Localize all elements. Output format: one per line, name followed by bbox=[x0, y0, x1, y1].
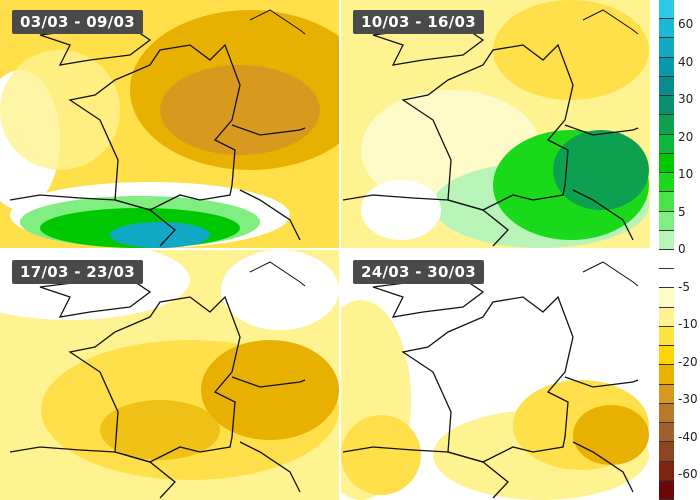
legend-color-segment bbox=[659, 57, 674, 77]
legend-color-segment bbox=[659, 250, 674, 270]
legend-color-segment bbox=[659, 96, 674, 116]
legend-tick-label: -5 bbox=[678, 279, 690, 294]
precipitation-anomaly-map bbox=[341, 250, 650, 500]
legend-color-segment bbox=[659, 442, 674, 462]
legend-color-segment bbox=[659, 230, 674, 250]
map-panel-week-2: 10/03 - 16/03 bbox=[341, 0, 650, 248]
map-panel-week-3: 17/03 - 23/03 bbox=[0, 250, 339, 500]
map-panel-week-4: 24/03 - 30/03 bbox=[341, 250, 650, 500]
period-label: 10/03 - 16/03 bbox=[353, 10, 485, 34]
legend-tick-label: 5 bbox=[678, 204, 686, 219]
legend-tick-label: 30 bbox=[678, 92, 694, 106]
precipitation-anomaly-map bbox=[0, 0, 339, 248]
legend-tick-label: 20 bbox=[678, 129, 694, 144]
legend-color-segment bbox=[659, 384, 674, 404]
legend-tick-label: -10 bbox=[678, 317, 698, 331]
legend-color-segment bbox=[659, 480, 674, 500]
legend-tick-label: -20 bbox=[678, 354, 698, 369]
legend-tick-label: 0 bbox=[678, 242, 686, 256]
legend-color-segment bbox=[659, 288, 674, 308]
legend-color-segment bbox=[659, 38, 674, 58]
legend-tick-label: 60 bbox=[678, 17, 694, 31]
legend-color-segment bbox=[659, 153, 674, 174]
color-scale-bar bbox=[659, 0, 674, 500]
legend-color-segment bbox=[659, 403, 674, 424]
legend-color-segment bbox=[659, 365, 674, 385]
period-label: 03/03 - 09/03 bbox=[12, 10, 144, 34]
legend-color-segment bbox=[659, 211, 674, 231]
legend-color-segment bbox=[659, 346, 674, 366]
legend-color-segment bbox=[659, 19, 674, 39]
legend-color-segment bbox=[659, 173, 674, 193]
period-label: 17/03 - 23/03 bbox=[12, 260, 144, 284]
legend-color-segment bbox=[659, 423, 674, 443]
legend-color-segment bbox=[659, 192, 674, 212]
legend-color-segment bbox=[659, 307, 674, 327]
legend-color-segment bbox=[659, 134, 674, 154]
color-scale-legend: 60 40 30 20 10 5 0 -5 -10 -20 -30 -40 -60 bbox=[652, 0, 700, 500]
legend-tick-label: 10 bbox=[678, 167, 694, 181]
legend-color-segment bbox=[659, 115, 674, 135]
legend-color-segment bbox=[659, 269, 674, 289]
period-label: 24/03 - 30/03 bbox=[353, 260, 485, 284]
precipitation-anomaly-map bbox=[0, 250, 339, 500]
legend-tick-label: -30 bbox=[678, 392, 698, 406]
legend-tick-label: 40 bbox=[678, 54, 694, 69]
legend-color-segment bbox=[659, 76, 674, 97]
legend-tick-label: -40 bbox=[678, 429, 698, 444]
map-panel-week-1: 03/03 - 09/03 bbox=[0, 0, 339, 248]
legend-tick-label: -60 bbox=[678, 467, 698, 481]
legend-color-segment bbox=[659, 461, 674, 481]
precipitation-anomaly-map bbox=[341, 0, 650, 248]
legend-color-segment bbox=[659, 326, 674, 347]
legend-color-segment bbox=[659, 0, 674, 20]
